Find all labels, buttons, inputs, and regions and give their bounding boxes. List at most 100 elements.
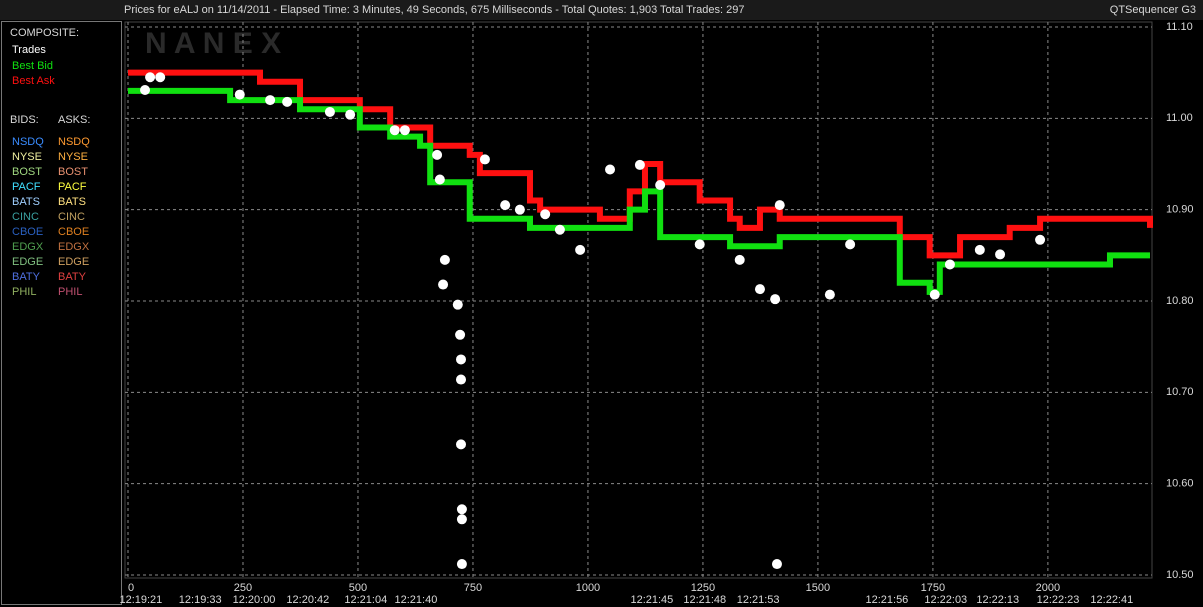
trade-point	[944, 259, 955, 270]
legend-panel	[1, 21, 122, 605]
trade-point	[655, 180, 666, 191]
legend-ask: BOST	[58, 166, 88, 178]
trade-point	[974, 244, 985, 255]
trade-point	[694, 239, 705, 250]
trade-point	[452, 299, 463, 310]
legend-ask: CBOE	[58, 226, 89, 238]
trade-point	[389, 125, 400, 136]
trade-point	[234, 89, 245, 100]
trade-point	[455, 329, 466, 340]
trade-point	[500, 200, 511, 211]
y-tick-label: 10.90	[1166, 204, 1194, 216]
trade-point	[432, 149, 443, 160]
watermark: N A N E X	[145, 27, 281, 60]
x-tick-label: 0	[128, 582, 134, 594]
trade-point	[575, 244, 586, 255]
y-tick-label: 10.70	[1166, 386, 1194, 398]
legend-bid: EDGE	[12, 256, 43, 268]
legend-bid: NSDQ	[12, 136, 44, 148]
y-tick-label: 11.10	[1166, 21, 1193, 33]
time-tick-label: 12:20:00	[233, 594, 276, 606]
time-tick-label: 12:21:04	[344, 594, 387, 606]
trade-point	[634, 159, 645, 170]
trade-point	[140, 85, 151, 96]
trade-point	[282, 96, 293, 107]
x-tick-label: 1000	[576, 582, 600, 594]
trade-point	[456, 504, 467, 515]
legend-ask: BATY	[58, 271, 87, 283]
trade-point	[456, 559, 467, 570]
x-tick-label: 250	[234, 582, 252, 594]
legend-ask: PACF	[58, 181, 87, 193]
legend-entry: Best Ask	[12, 75, 55, 87]
time-tick-label: 12:19:21	[119, 594, 162, 606]
trade-point	[434, 174, 445, 185]
series-line	[128, 69, 1153, 259]
time-tick-label: 12:21:40	[395, 594, 438, 606]
trade-point	[456, 439, 467, 450]
legend-bid: BATY	[12, 271, 41, 283]
trade-point	[824, 289, 835, 300]
legend-heading: BIDS:	[10, 114, 39, 126]
chart-title: Prices for eALJ on 11/14/2011 - Elapsed …	[124, 4, 744, 16]
legend-ask: EDGX	[58, 241, 90, 253]
legend-bid: PHIL	[12, 286, 36, 298]
x-tick-label: 1750	[921, 582, 945, 594]
x-tick-label: 750	[464, 582, 482, 594]
trade-point	[929, 289, 940, 300]
legend-bid: PACF	[12, 181, 41, 193]
x-tick-label: 500	[349, 582, 367, 594]
y-tick-label: 10.80	[1166, 295, 1194, 307]
time-tick-label: 12:22:03	[924, 594, 967, 606]
legend-entry: Trades	[12, 44, 46, 56]
trade-point	[265, 95, 276, 106]
legend-heading: COMPOSITE:	[10, 27, 79, 39]
legend-bid: BATS	[12, 196, 40, 208]
trade-point	[324, 106, 335, 117]
y-tick-label: 10.60	[1166, 478, 1194, 490]
trade-point	[540, 209, 551, 220]
legend-bid: CINC	[12, 211, 39, 223]
trade-point	[514, 204, 525, 215]
trade-point	[1035, 234, 1046, 245]
trade-point	[456, 374, 467, 385]
plot-area	[124, 21, 1153, 579]
y-tick-label: 10.50	[1166, 569, 1194, 581]
time-tick-label: 12:22:41	[1090, 594, 1133, 606]
y-tick-label: 11.00	[1166, 112, 1193, 124]
trade-point	[439, 254, 450, 265]
trade-point	[774, 200, 785, 211]
x-tick-label: 1500	[806, 582, 830, 594]
legend-heading: ASKS:	[58, 114, 90, 126]
header-bar	[0, 0, 1203, 20]
legend-entry: Best Bid	[12, 60, 53, 72]
legend-ask: BATS	[58, 196, 86, 208]
trade-point	[399, 125, 410, 136]
trade-point	[155, 72, 166, 83]
time-tick-label: 12:21:48	[683, 594, 726, 606]
trade-point	[754, 284, 765, 295]
time-tick-label: 12:22:23	[1037, 594, 1080, 606]
chart-subtitle: QTSequencer G3	[1110, 4, 1196, 16]
legend-ask: NSDQ	[58, 136, 90, 148]
legend-ask: EDGE	[58, 256, 89, 268]
trade-point	[770, 294, 781, 305]
legend-bid: NYSE	[12, 151, 42, 163]
time-tick-label: 12:19:33	[179, 594, 222, 606]
time-tick-label: 12:22:13	[976, 594, 1019, 606]
trade-point	[845, 239, 856, 250]
trade-point	[456, 354, 467, 365]
trade-point	[345, 109, 356, 120]
trade-point	[995, 249, 1006, 260]
trade-point	[734, 254, 745, 265]
trade-point	[554, 224, 565, 235]
trade-point	[605, 164, 616, 175]
trade-point	[145, 72, 156, 83]
trade-point	[456, 514, 467, 525]
time-tick-label: 12:21:53	[737, 594, 780, 606]
time-tick-label: 12:21:45	[630, 594, 673, 606]
trade-point	[771, 559, 782, 570]
legend-bid: EDGX	[12, 241, 44, 253]
time-tick-label: 12:20:42	[286, 594, 329, 606]
